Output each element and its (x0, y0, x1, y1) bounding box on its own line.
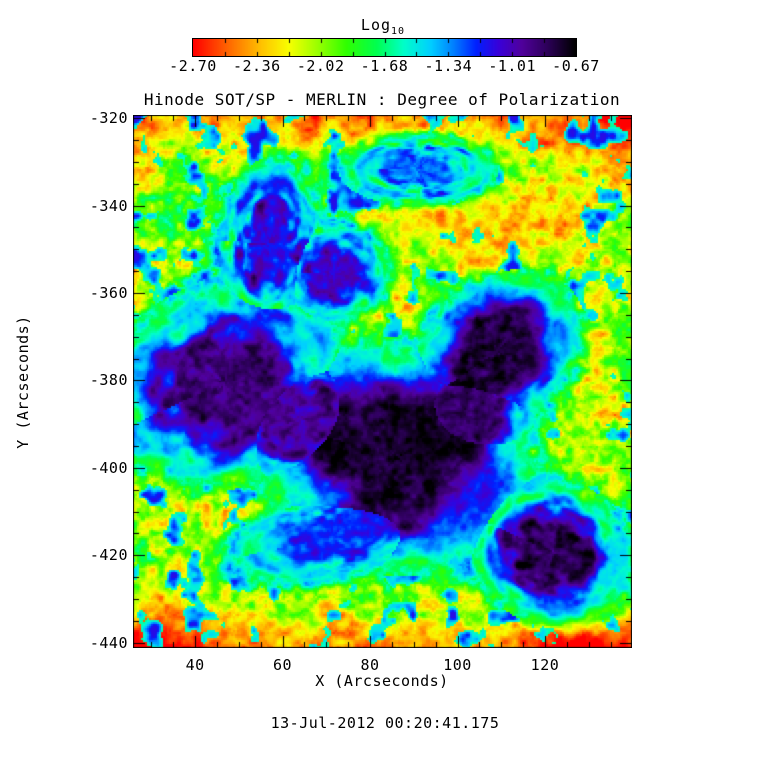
colorbar-gradient (193, 39, 576, 56)
x-tick-label: 60 (273, 656, 293, 674)
y-tick-label: -420 (89, 546, 128, 565)
y-axis-label: Y (Arcseconds) (14, 315, 32, 449)
y-tick-label: -340 (89, 196, 128, 215)
plot-title: Hinode SOT/SP - MERLIN : Degree of Polar… (143, 90, 621, 109)
x-tick-label: 40 (185, 656, 205, 674)
colorbar-tick-label: -0.67 (552, 57, 600, 75)
colorbar-tick-label: -1.01 (488, 57, 536, 75)
y-tick-label: -440 (89, 633, 128, 652)
x-tick-label: 100 (443, 656, 472, 674)
y-tick-label: -320 (89, 109, 128, 128)
x-axis-label: X (Arcseconds) (315, 672, 449, 690)
colorbar (192, 38, 577, 57)
y-tick-label: -400 (89, 458, 128, 477)
x-tick-label: 80 (360, 656, 380, 674)
colorbar-title-text: Log (360, 16, 392, 34)
footer-timestamp: 13-Jul-2012 00:20:41.175 (270, 714, 500, 732)
colorbar-tick-label: -1.68 (360, 57, 409, 75)
colorbar-tick-label: -2.70 (169, 57, 217, 75)
heatmap-canvas (133, 115, 632, 648)
colorbar-tick-label: -2.02 (296, 57, 345, 75)
x-tick-label: 120 (530, 656, 560, 674)
colorbar-tick-label: -2.36 (233, 57, 281, 75)
y-tick-label: -380 (89, 371, 128, 390)
colorbar-tick-label: -1.34 (424, 57, 473, 75)
colorbar-title: Log10 (361, 16, 405, 37)
colorbar-title-subscript: 10 (391, 26, 406, 37)
y-tick-label: -360 (89, 283, 128, 302)
